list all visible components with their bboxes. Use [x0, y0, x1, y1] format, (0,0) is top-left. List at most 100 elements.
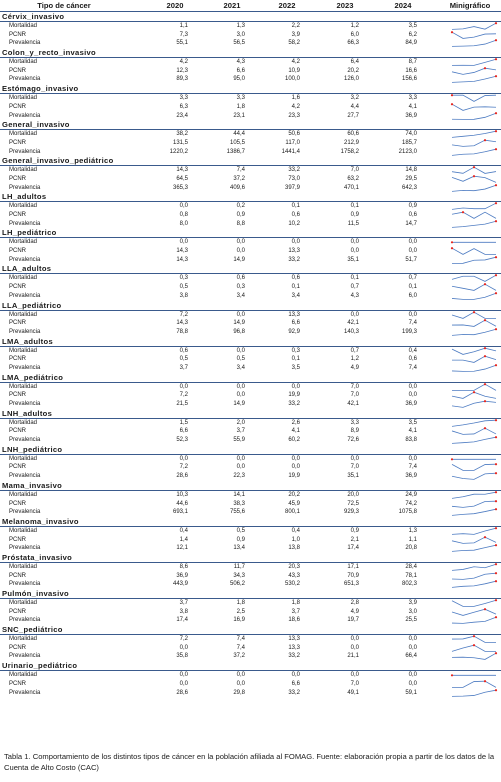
cell-value: 199,3	[401, 328, 417, 335]
cell-value: 0,0	[408, 636, 417, 643]
sparkline	[451, 436, 498, 444]
cell-value: 1,8	[236, 103, 245, 110]
table-row: PCNR 0,5 0,3 0,1 0,7 0,1	[0, 283, 501, 292]
cell-value: 0,0	[236, 239, 245, 246]
cell-value: 13,3	[288, 636, 300, 643]
sparkline-path	[451, 491, 497, 499]
sparkline-path	[451, 508, 497, 516]
cell-value: 0,0	[408, 239, 417, 246]
sparkline-path	[451, 608, 497, 616]
cell-value: 74,2	[405, 500, 417, 507]
row-label: Mortalidad	[9, 59, 38, 66]
cell-value: 6,0	[350, 31, 359, 38]
sparkline-high-point	[494, 147, 498, 150]
sparkline	[451, 346, 497, 355]
cell-value: 0,0	[291, 455, 300, 462]
row-label: Mortalidad	[9, 203, 38, 210]
cell-value: 0,0	[236, 680, 245, 687]
cell-value: 0,0	[408, 392, 417, 399]
sparkline	[451, 39, 498, 48]
sparkline-path	[452, 356, 497, 364]
cell-value: 33,2	[288, 653, 300, 660]
sparkline	[451, 138, 497, 147]
row-label: PCNR	[9, 248, 27, 255]
cell-value: 7,4	[236, 636, 245, 643]
cell-value: 27,7	[347, 112, 359, 119]
cell-value: 10,9	[288, 67, 300, 74]
table-row: Mortalidad 14,3 7,4 33,2 7,0 14,8	[0, 166, 501, 175]
cell-value: 13,3	[288, 248, 300, 255]
cell-value: 802,3	[401, 581, 417, 588]
cell-value: 3,5	[408, 23, 417, 29]
row-label: Mortalidad	[9, 672, 38, 679]
cell-value: 13,3	[288, 644, 300, 651]
cell-value: 23,1	[233, 112, 245, 119]
sparkline	[451, 391, 497, 400]
group-title: Próstata_invasivo	[0, 553, 501, 563]
cell-value: 36,9	[176, 572, 188, 579]
sparkline-high-point	[450, 102, 454, 106]
sparkline-high-point	[494, 571, 498, 574]
cell-value: 642,3	[401, 184, 417, 191]
table-row: Prevalencia 3,7 3,4 3,5 4,9 7,4	[0, 364, 501, 373]
cell-value: 0,0	[350, 455, 359, 462]
table-row: Mortalidad 4,2 4,3 4,2 6,4 8,7	[0, 58, 501, 67]
cell-value: 29,8	[233, 689, 245, 696]
cell-value: 0,4	[179, 527, 188, 534]
sparkline-path	[451, 464, 497, 472]
cell-value: 33,2	[288, 689, 300, 696]
cell-value: 0,3	[179, 275, 188, 282]
sparkline-high-point	[450, 247, 454, 250]
cell-value: 0,9	[350, 212, 359, 218]
table-row: Prevalencia 1220,2 1386,7 1441,4 1758,2 2123,…	[0, 147, 501, 157]
table-caption: Tabla 1. Comportamiento de los distintos…	[4, 752, 495, 772]
cell-value: 3,3	[408, 95, 417, 102]
cell-value: 0,0	[236, 248, 245, 255]
sparkline-high-point	[494, 202, 498, 205]
cell-value: 6,6	[291, 680, 300, 687]
cell-value: 50,6	[288, 131, 300, 138]
cell-value: 3,8	[179, 292, 188, 299]
sparkline	[451, 147, 498, 156]
cell-value: 36,9	[405, 401, 417, 407]
row-label: Mortalidad	[9, 491, 38, 498]
row-label: Prevalencia	[9, 689, 41, 696]
sparkline-path	[451, 103, 497, 111]
sparkline-high-point	[450, 457, 454, 461]
cell-value: 4,2	[291, 59, 300, 66]
cell-value: 470,1	[343, 184, 359, 191]
cell-value: 397,9	[284, 184, 300, 191]
sparkline-path	[451, 292, 497, 300]
cell-value: 3,0	[236, 31, 245, 38]
cell-value: 0,0	[236, 672, 245, 679]
sparkline	[451, 310, 496, 319]
cell-value: 19,9	[288, 392, 300, 399]
cell-value: 6,6	[236, 67, 245, 74]
cell-value: 156,6	[401, 76, 417, 83]
sparkline-path	[452, 383, 497, 391]
sparkline-high-point	[483, 319, 487, 322]
cell-value: 0,0	[408, 672, 417, 679]
group-title: Mama_invasivo	[0, 481, 501, 491]
cell-value: 0,0	[350, 311, 359, 318]
sparkline-high-point	[494, 22, 498, 25]
sparkline-path	[452, 94, 497, 102]
cell-value: 36,9	[405, 473, 417, 480]
cell-value: 6,4	[350, 59, 359, 66]
cell-value: 14,3	[176, 248, 188, 255]
cell-value: 2,0	[236, 419, 245, 426]
cell-value: 800,1	[284, 509, 300, 516]
cell-value: 7,2	[179, 636, 188, 643]
sparkline-high-point	[494, 599, 498, 602]
cell-value: 4,9	[350, 364, 359, 371]
sparkline-high-point	[483, 679, 487, 683]
cell-value: 117,0	[285, 139, 300, 146]
cell-value: 0,4	[408, 347, 417, 354]
cell-value: 3,4	[291, 292, 300, 299]
sparkline-high-point	[472, 310, 476, 313]
header-tipo: Tipo de cáncer	[37, 1, 91, 10]
sparkline-high-point	[494, 544, 498, 547]
cancer-group: SNC_pediátrico Mortalidad 7,2 7,4 13,3 0,0 0,0…	[0, 625, 501, 661]
table-row: PCNR 44,6 38,3 45,9 72,5 74,2	[0, 499, 501, 509]
row-label: Mortalidad	[9, 239, 38, 246]
